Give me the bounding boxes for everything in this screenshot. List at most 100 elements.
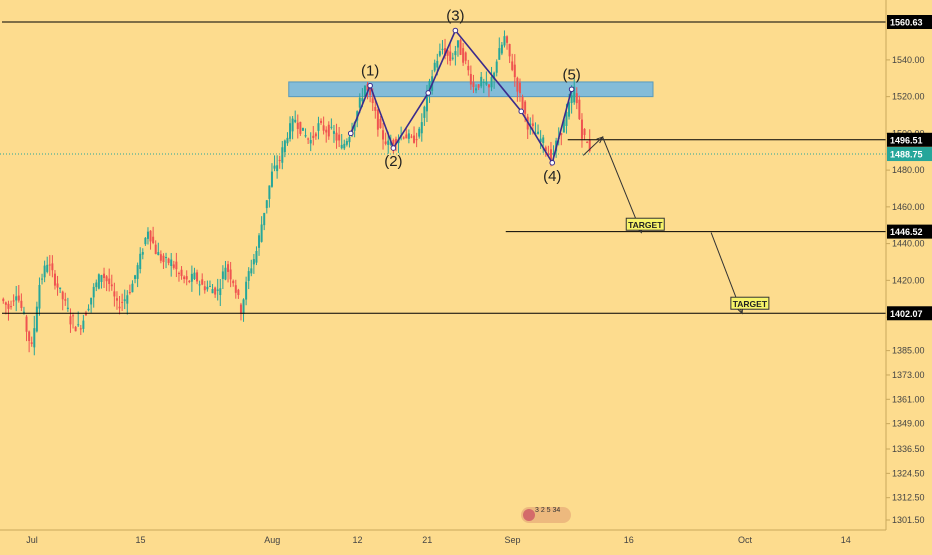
candle-up — [490, 77, 493, 88]
candle-up — [206, 286, 209, 290]
candle-up — [268, 185, 271, 199]
candle-up — [436, 60, 439, 68]
candle-up — [43, 265, 46, 278]
candle-down — [234, 285, 237, 293]
candle-down — [312, 135, 315, 138]
price-badge-bg — [887, 15, 932, 29]
wave-label: (2) — [384, 153, 402, 170]
candle-down — [196, 272, 199, 282]
candle-up — [276, 165, 279, 172]
candle-up — [332, 131, 335, 134]
candle-down — [74, 326, 77, 332]
candle-up — [131, 283, 134, 293]
candle-up — [263, 212, 266, 226]
candle-up — [270, 171, 273, 187]
candle-up — [216, 289, 219, 291]
price-badge[interactable]: 1496.51 — [887, 132, 932, 147]
candle-up — [495, 61, 498, 73]
candle-down — [516, 77, 519, 92]
candle-up — [92, 286, 95, 298]
candle-down — [108, 278, 111, 285]
candle-down — [459, 39, 462, 55]
candle-up — [475, 88, 478, 91]
candle-down — [175, 261, 178, 270]
price-badge-text: 1496.51 — [890, 135, 923, 145]
candle-up — [193, 272, 196, 280]
candle-up — [198, 284, 201, 286]
candle-up — [97, 274, 100, 289]
candle-up — [247, 271, 250, 281]
candle-up — [480, 76, 483, 87]
x-axis[interactable]: Jul 15 Aug 12 21 Sep 16 Oct 14 — [26, 535, 851, 545]
current-price-badge[interactable]: 1488.75 — [887, 147, 932, 162]
price-badge-text: 1402.07 — [890, 309, 923, 319]
candle-up — [425, 91, 428, 112]
candle-up — [454, 51, 457, 56]
candle-down — [64, 299, 67, 301]
wave-label: (3) — [446, 8, 464, 25]
candle-down — [371, 98, 374, 104]
candle-up — [363, 85, 366, 97]
candle-up — [407, 133, 410, 139]
candle-down — [121, 301, 124, 303]
candle-up — [170, 259, 173, 267]
price-badge-text: 1560.63 — [890, 18, 923, 28]
candle-down — [203, 286, 206, 291]
candle-down — [374, 106, 377, 111]
candle-down — [115, 298, 118, 301]
price-badge[interactable]: 1402.07 — [887, 306, 932, 321]
candle-up — [136, 265, 139, 279]
y-tick-label: 1540.00 — [892, 55, 925, 65]
candle-up — [493, 72, 496, 80]
x-tick-label: Oct — [738, 535, 753, 545]
candle-up — [568, 102, 571, 117]
candle-down — [518, 82, 521, 94]
price-badge[interactable]: 1560.63 — [887, 15, 932, 29]
candle-down — [508, 44, 511, 57]
candle-down — [449, 51, 452, 61]
candle-up — [317, 123, 320, 131]
candle-down — [105, 276, 108, 282]
candle-down — [4, 302, 7, 305]
candle-up — [123, 299, 126, 302]
candle-up — [565, 112, 568, 126]
price-badge[interactable]: 1446.52 — [887, 224, 932, 239]
y-tick-label: 1361.00 — [892, 394, 925, 404]
y-tick-label: 1520.00 — [892, 92, 925, 102]
candle-down — [531, 123, 534, 127]
candle-down — [103, 273, 106, 279]
candle-down — [578, 99, 581, 120]
candle-down — [472, 82, 475, 87]
candle-up — [265, 200, 268, 209]
candle-down — [128, 292, 131, 294]
target-text: TARGET — [628, 220, 663, 230]
candle-down — [113, 291, 116, 297]
candle-up — [529, 123, 532, 125]
candle-up — [157, 252, 160, 256]
candle-down — [17, 295, 20, 301]
candle-up — [139, 253, 142, 270]
candle-down — [410, 136, 413, 138]
candle-up — [144, 237, 147, 245]
candle-up — [289, 123, 292, 139]
candle-down — [237, 289, 240, 296]
candle-up — [33, 328, 36, 348]
y-tick-label: 1301.50 — [892, 515, 925, 525]
candle-down — [446, 50, 449, 56]
candle-down — [84, 312, 87, 316]
x-tick-label: 16 — [624, 535, 634, 545]
candle-down — [338, 134, 341, 141]
candle-down — [227, 264, 230, 272]
y-tick-label: 1312.50 — [892, 493, 925, 503]
candle-down — [325, 129, 328, 133]
wave-label: (4) — [543, 168, 561, 185]
candle-down — [307, 138, 310, 140]
candle-down — [376, 109, 379, 130]
candle-down — [232, 280, 235, 284]
candle-down — [402, 137, 405, 139]
candle-up — [423, 106, 426, 118]
candle-down — [580, 119, 583, 139]
candle-up — [134, 275, 137, 279]
